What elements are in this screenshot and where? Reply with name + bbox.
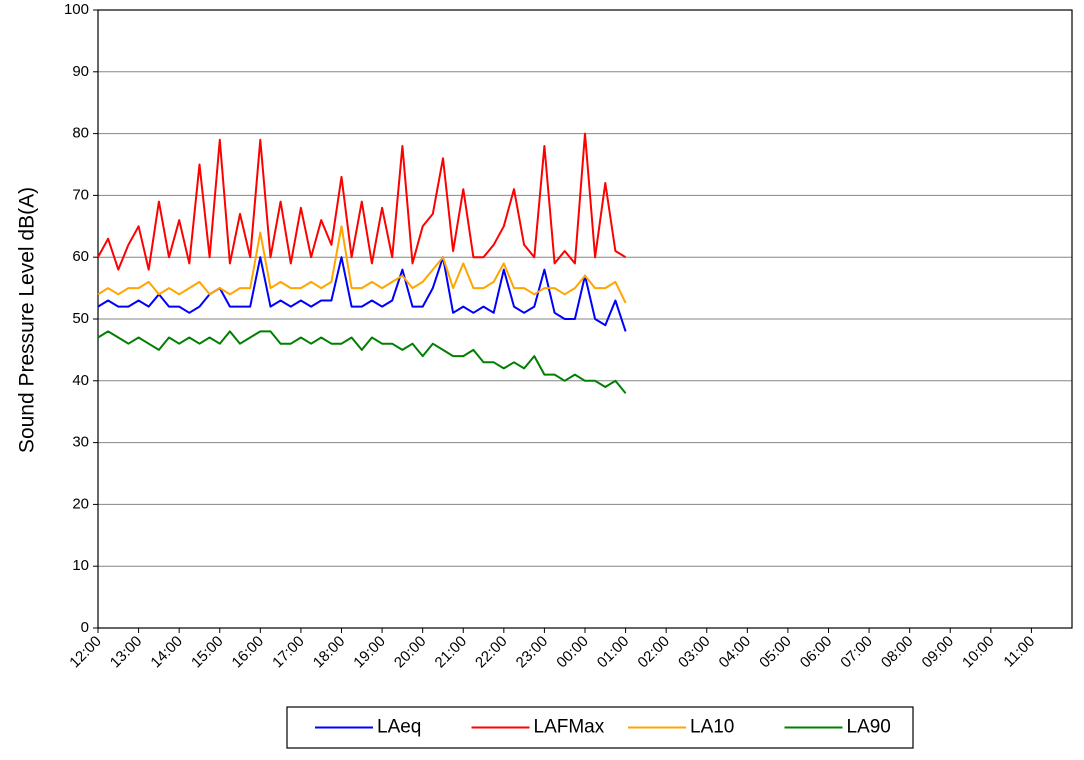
y-tick-label: 40 <box>72 372 89 389</box>
legend-label: LAeq <box>377 717 421 738</box>
y-tick-label: 70 <box>72 186 89 203</box>
x-tick-label: 01:00 <box>594 633 633 672</box>
data-line <box>97 256 627 332</box>
x-tick-label: 07:00 <box>837 633 876 672</box>
x-tick-label: 09:00 <box>919 633 958 672</box>
y-tick-label: 90 <box>72 63 89 80</box>
x-tick-label: 00:00 <box>553 633 592 672</box>
x-tick-label: 16:00 <box>229 633 268 672</box>
x-tick-label: 11:00 <box>1000 633 1038 671</box>
y-tick-label: 50 <box>72 310 89 327</box>
x-tick-label: 02:00 <box>634 633 673 672</box>
x-tick-label: 06:00 <box>797 633 836 672</box>
x-tick-label: 23:00 <box>513 633 552 672</box>
y-tick-label: 60 <box>72 248 89 265</box>
x-tick-label: 03:00 <box>675 633 714 672</box>
data-line <box>97 225 627 304</box>
x-tick-label: 05:00 <box>756 633 795 672</box>
x-tick-label: 20:00 <box>391 633 430 672</box>
legend-label: LA90 <box>847 717 891 738</box>
x-tick-label: 10:00 <box>959 633 998 672</box>
y-tick-label: 0 <box>81 619 89 636</box>
x-tick-label: 22:00 <box>472 633 511 672</box>
data-line <box>97 132 627 271</box>
y-tick-label: 10 <box>72 557 89 574</box>
legend-label: LA10 <box>690 717 734 738</box>
y-tick-label: 20 <box>72 495 89 512</box>
data-line <box>97 330 627 394</box>
y-tick-label: 30 <box>72 434 89 451</box>
x-tick-label: 15:00 <box>188 633 227 672</box>
legend-label: LAFMax <box>534 717 605 738</box>
y-axis-label: Sound Pressure Level dB(A) <box>16 187 39 453</box>
x-tick-label: 04:00 <box>716 633 755 672</box>
x-tick-label: 08:00 <box>878 633 917 672</box>
y-tick-label: 80 <box>72 125 89 142</box>
x-tick-label: 18:00 <box>310 633 349 672</box>
y-tick-label: 100 <box>64 1 89 18</box>
x-tick-label: 12:00 <box>66 633 105 672</box>
x-tick-label: 19:00 <box>350 633 389 672</box>
x-tick-label: 17:00 <box>269 633 308 672</box>
x-tick-label: 14:00 <box>147 633 186 672</box>
x-tick-label: 13:00 <box>107 633 146 672</box>
x-tick-label: 21:00 <box>432 633 471 672</box>
